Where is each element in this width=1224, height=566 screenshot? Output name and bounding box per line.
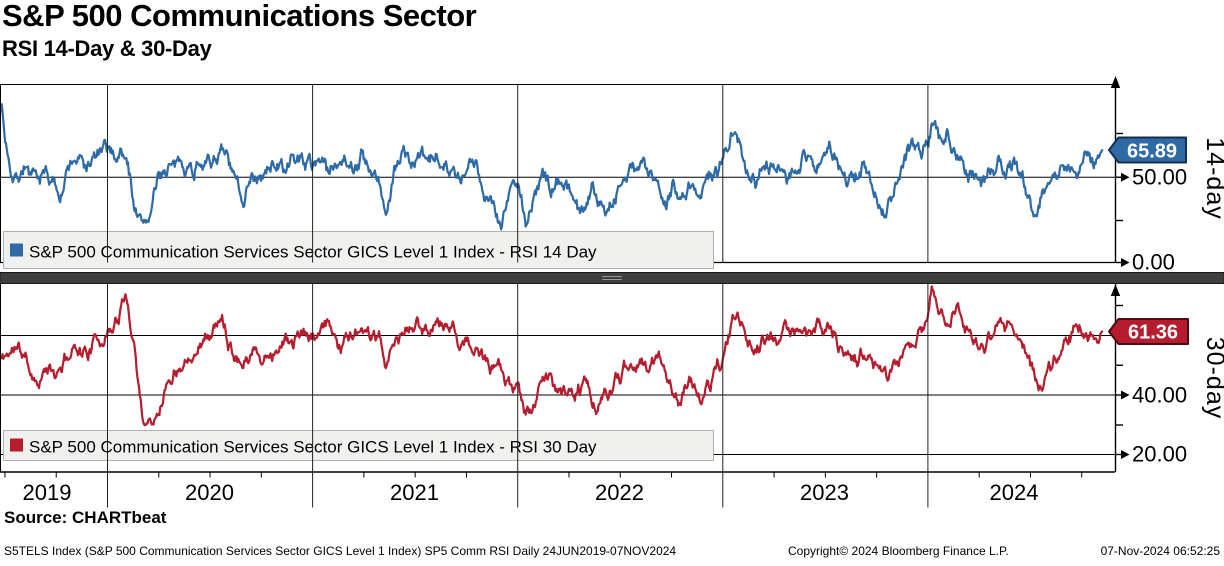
page-subtitle: RSI 14-Day & 30-Day [2,36,212,61]
x-axis-year-labels: 2019 2020 2021 2022 2023 2024 [23,480,1039,505]
panel-divider[interactable] [0,272,1224,284]
xtick-label: 2022 [595,480,644,505]
tick-arrow-icon [1121,258,1130,267]
axis-arrow-up-icon [1110,284,1121,296]
xtick-label: 2021 [390,480,439,505]
right-axis-bottom [1110,284,1130,472]
legend-swatch-icon [10,243,23,257]
panel-axis-title-14day: 14-day [1201,137,1224,219]
panel-axis-title-30day: 30-day [1201,337,1224,419]
footer-index-info: S5TELS Index (S&P 500 Communication Serv… [4,544,677,558]
ytick-label-0: 0.00 [1132,250,1175,275]
legend-rsi14[interactable]: S&P 500 Communication Services Sector GI… [3,231,714,269]
last-value-flag-rsi30[interactable]: 61.36 [1108,318,1189,345]
horizontal-gridlines [0,176,1115,455]
footer-timestamp: 07-Nov-2024 06:52:25 [1100,544,1220,558]
legend-box [3,430,714,461]
series-rsi14 [0,103,1104,231]
legend-swatch-icon [10,438,23,452]
series-line-rsi30 [0,285,1104,427]
tick-arrow-icon [1121,172,1130,182]
legend-box [3,231,714,269]
axis-arrow-up-icon [1110,76,1121,88]
right-axis-top [1110,76,1130,267]
series-rsi30 [0,285,1104,427]
source-label: Source: CHARTbeat [4,508,167,527]
vertical-gridlines [4,84,1083,508]
ytick-label-40: 40.00 [1132,383,1187,408]
xtick-label: 2023 [800,480,849,505]
page-title: S&P 500 Communications Sector [2,0,477,33]
series-line-rsi14 [0,103,1104,231]
tick-arrow-icon [1121,450,1130,459]
flag-value: 61.36 [1128,322,1178,344]
divider-bar[interactable] [0,272,1224,284]
tick-arrow-icon [1121,390,1130,400]
xtick-label: 2024 [990,480,1039,505]
flag-shape [1108,136,1187,164]
flag-value: 65.89 [1127,141,1177,163]
flag-shape [1108,318,1189,345]
xtick-label: 2020 [185,480,234,505]
ytick-label-20: 20.00 [1132,442,1187,467]
xtick-label: 2019 [23,480,72,505]
footer-copyright: Copyright© 2024 Bloomberg Finance L.P. [788,544,1009,558]
last-value-flag-rsi14[interactable]: 65.89 [1108,136,1187,164]
legend-rsi30[interactable]: S&P 500 Communication Services Sector GI… [3,430,714,461]
ytick-label-50: 50.00 [1132,165,1187,190]
